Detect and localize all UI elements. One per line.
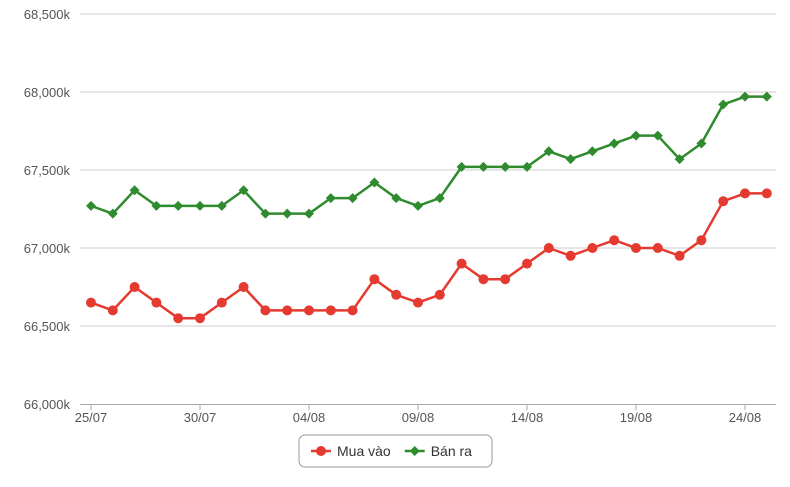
data-point[interactable]	[522, 258, 532, 269]
x-tick-label: 25/07	[75, 410, 108, 425]
data-point[interactable]	[391, 289, 402, 300]
data-point[interactable]	[609, 235, 620, 246]
data-point[interactable]	[434, 289, 445, 300]
legend-marker	[316, 446, 326, 456]
data-point[interactable]	[718, 99, 729, 110]
data-point[interactable]	[216, 297, 227, 308]
data-point[interactable]	[260, 208, 271, 219]
data-point[interactable]	[173, 200, 184, 211]
data-point[interactable]	[674, 250, 685, 261]
data-point[interactable]	[151, 297, 162, 308]
data-point[interactable]	[652, 130, 663, 141]
data-point[interactable]	[696, 138, 707, 149]
data-point[interactable]	[674, 154, 685, 165]
data-point[interactable]	[761, 188, 772, 199]
data-point[interactable]	[369, 177, 380, 188]
data-point[interactable]	[740, 188, 750, 199]
data-point[interactable]	[129, 185, 140, 196]
data-point[interactable]	[500, 161, 511, 172]
x-tick-label: 09/08	[402, 410, 435, 425]
data-point[interactable]	[631, 130, 641, 141]
axes	[80, 404, 776, 410]
data-point[interactable]	[325, 193, 336, 204]
data-point[interactable]	[522, 161, 532, 172]
data-point[interactable]	[347, 305, 358, 316]
data-point[interactable]	[543, 146, 554, 157]
legend[interactable]: Mua vào Bán ra	[298, 434, 493, 468]
data-point[interactable]	[631, 243, 641, 253]
data-point[interactable]	[86, 200, 96, 211]
series-line	[90, 95, 767, 215]
legend-item-1[interactable]: Bán ra	[404, 443, 472, 459]
data-point[interactable]	[456, 258, 467, 269]
legend-box	[298, 434, 493, 468]
data-point[interactable]	[238, 282, 249, 292]
data-point[interactable]	[587, 146, 598, 157]
legend-marker	[409, 446, 420, 456]
data-point[interactable]	[761, 91, 772, 102]
data-point[interactable]	[325, 305, 336, 316]
x-tick-label: 30/07	[184, 410, 217, 425]
data-point[interactable]	[86, 297, 96, 308]
data-point[interactable]	[260, 305, 271, 316]
data-point[interactable]	[500, 274, 511, 285]
legend-label: Bán ra	[431, 443, 472, 459]
data-point[interactable]	[587, 243, 598, 253]
x-tick-label: 24/08	[729, 410, 762, 425]
data-point[interactable]	[347, 193, 358, 204]
data-point[interactable]	[696, 235, 707, 246]
data-point[interactable]	[304, 305, 314, 316]
x-tick-label: 04/08	[293, 410, 326, 425]
y-tick-label: 68,000k	[24, 85, 71, 100]
data-point[interactable]	[478, 161, 489, 172]
data-point[interactable]	[129, 282, 140, 292]
series-0	[86, 188, 772, 324]
data-point[interactable]	[195, 313, 205, 324]
series-line	[90, 192, 767, 320]
data-point[interactable]	[718, 196, 729, 207]
x-tick-label: 14/08	[511, 410, 544, 425]
data-point[interactable]	[456, 161, 467, 172]
data-point[interactable]	[543, 243, 554, 253]
data-point[interactable]	[195, 200, 205, 211]
grid-lines	[80, 13, 776, 327]
data-point[interactable]	[151, 200, 162, 211]
data-point[interactable]	[369, 274, 380, 285]
data-point[interactable]	[238, 185, 249, 196]
data-point[interactable]	[565, 154, 576, 165]
y-tick-label: 67,500k	[24, 163, 71, 178]
x-axis-tick-labels: 25/07 30/07 04/08 09/08 14/08 19/08 24/08	[75, 410, 762, 425]
data-point[interactable]	[282, 305, 293, 316]
y-tick-label: 66,000k	[24, 397, 71, 412]
data-point[interactable]	[434, 193, 445, 204]
data-point[interactable]	[413, 200, 423, 211]
series-1	[86, 91, 772, 219]
x-tick-label: 19/08	[620, 410, 653, 425]
data-point[interactable]	[413, 297, 423, 308]
y-tick-label: 67,000k	[24, 241, 71, 256]
data-point[interactable]	[565, 250, 576, 261]
y-axis-tick-labels: 66,000k 66,500k 67,000k 67,500k 68,000k 68,50…	[24, 7, 71, 412]
data-point[interactable]	[304, 208, 314, 219]
data-point[interactable]	[107, 305, 118, 316]
y-tick-label: 68,500k	[24, 7, 71, 22]
series-lines	[86, 91, 772, 324]
data-point[interactable]	[216, 200, 227, 211]
data-point[interactable]	[652, 243, 663, 253]
data-point[interactable]	[391, 193, 402, 204]
legend-label: Mua vào	[337, 443, 391, 459]
data-point[interactable]	[282, 208, 293, 219]
data-point[interactable]	[173, 313, 184, 324]
data-point[interactable]	[478, 274, 489, 285]
data-point[interactable]	[107, 208, 118, 219]
y-tick-label: 66,500k	[24, 319, 71, 334]
data-point[interactable]	[609, 138, 620, 149]
data-point[interactable]	[740, 91, 750, 102]
legend-item-0[interactable]: Mua vào	[311, 443, 391, 459]
